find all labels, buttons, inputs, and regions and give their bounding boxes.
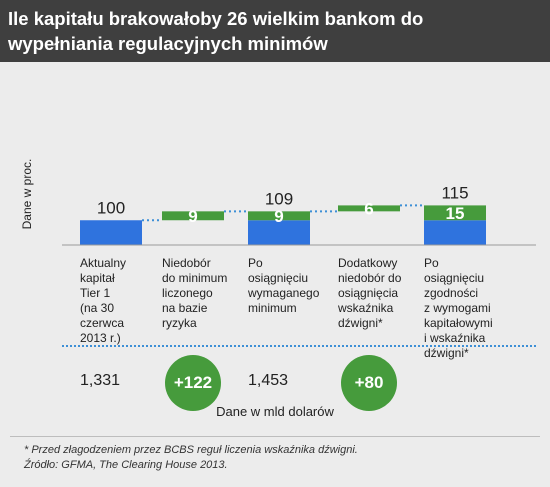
delta-badge: +80 (341, 355, 397, 411)
total-label: 115 (441, 183, 468, 202)
category-label: Po osiągnięciu zgodności z wymogami kapi… (424, 256, 493, 360)
bar-base (80, 220, 142, 245)
bar-increment (248, 211, 310, 221)
dotted-separator (62, 345, 536, 347)
bar-value-label: 9 (188, 207, 197, 226)
category-label: Niedobór do minimum liczonego na bazie r… (162, 256, 228, 330)
dollar-value: 1,453 (248, 372, 289, 389)
bar-increment (424, 205, 486, 221)
total-label: 100 (97, 198, 125, 217)
chart-title: Ile kapitału brakowałoby 26 wielkim bank… (8, 8, 424, 54)
footnote-divider (10, 436, 540, 437)
category-label: Aktualny kapitał Tier 1 (na 30 czerwca 2… (80, 256, 127, 345)
bar-increment (162, 211, 224, 221)
footnote: * Przed złagodzeniem przez BCBS reguł li… (24, 444, 358, 456)
bar-base (248, 220, 310, 245)
dollar-values-label: Dane w mld dolarów (216, 404, 334, 419)
bar-value-label: 6 (364, 199, 373, 218)
source-note: Źródło: GFMA, The Clearing House 2013. (24, 459, 228, 471)
delta-badge: +122 (165, 355, 221, 411)
bar-base (424, 220, 486, 245)
category-label: Po osiągnięciu wymaganego minimum (248, 256, 320, 315)
title-bar: Ile kapitału brakowałoby 26 wielkim bank… (0, 0, 550, 62)
bar-increment (338, 205, 400, 212)
category-label: Dodatkowy niedobór do osiągnięcia wskaźn… (338, 256, 402, 330)
dollar-value: 1,331 (80, 372, 121, 389)
bar-value-label: 9 (274, 207, 283, 226)
total-label: 109 (265, 189, 293, 208)
y-axis-label: Dane w proc. (20, 158, 34, 230)
bar-value-label: 15 (446, 204, 465, 223)
